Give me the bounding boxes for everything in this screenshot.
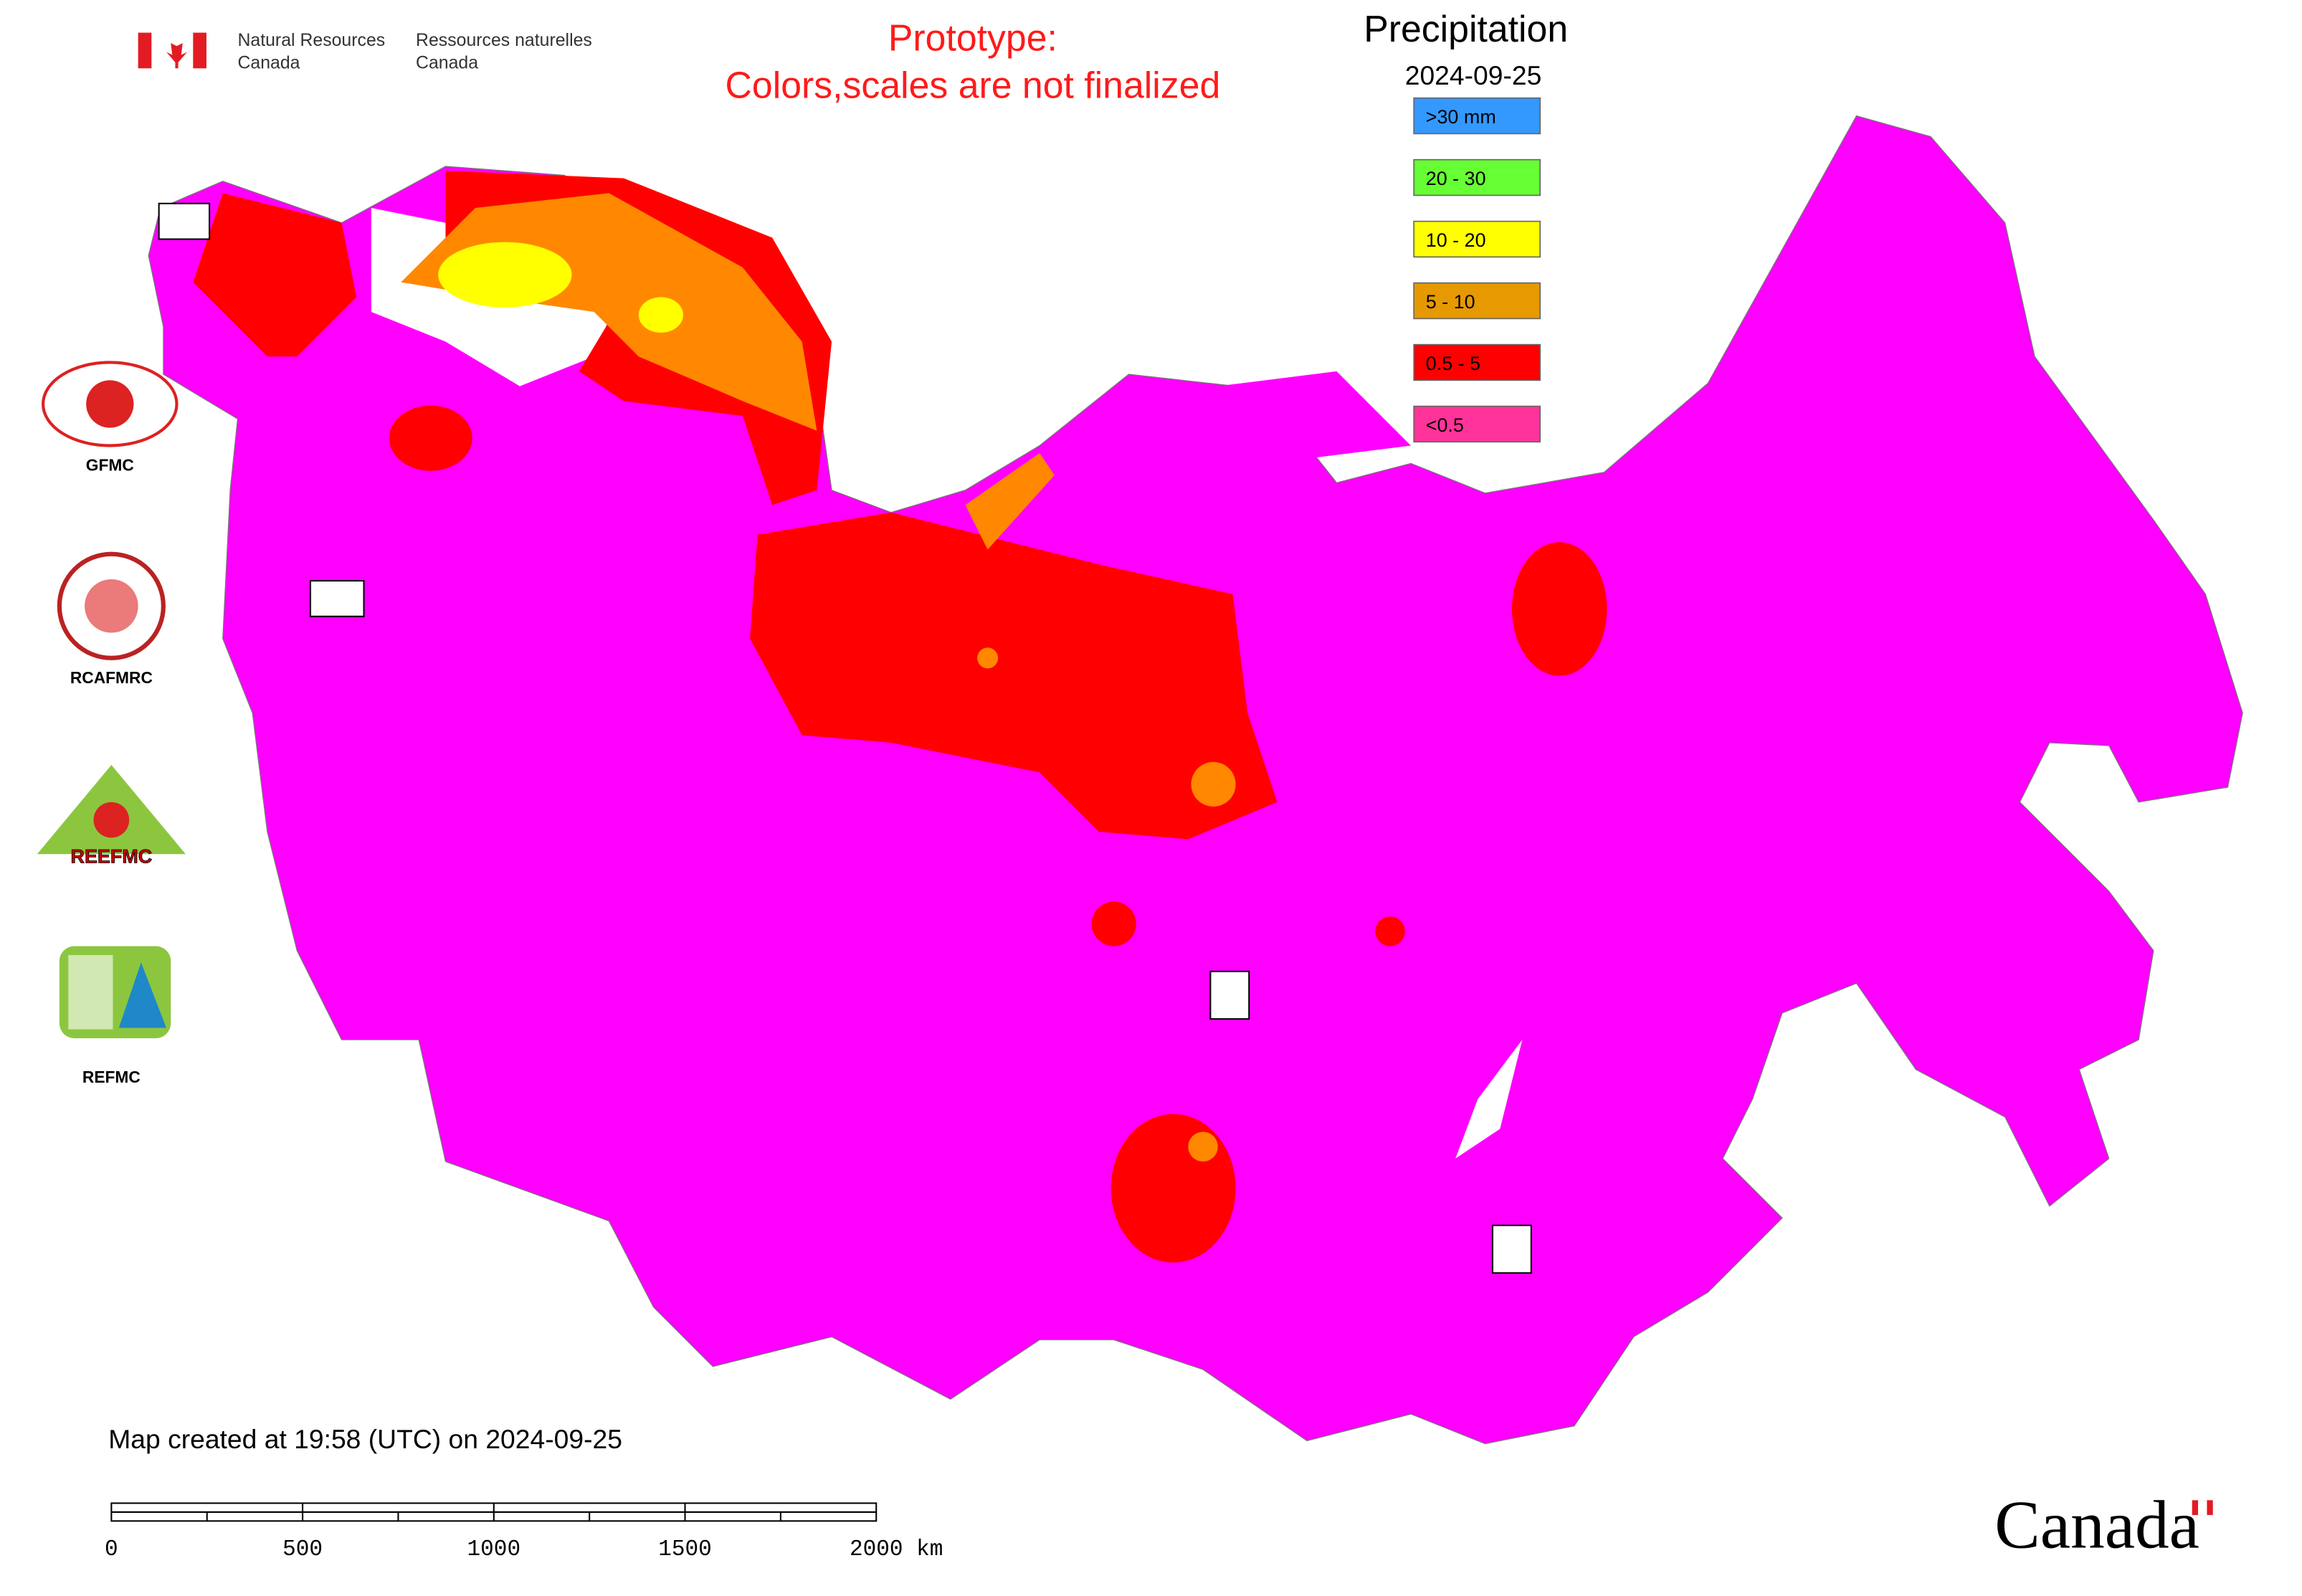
zone-orange	[1191, 761, 1236, 807]
flag-bar	[193, 32, 206, 69]
zone-orange	[965, 452, 1055, 550]
zone-yellow	[438, 242, 572, 308]
legend-swatch	[1413, 405, 1541, 443]
refmc-logo	[118, 962, 167, 1028]
map-date: 2024-09-25	[1405, 60, 1542, 90]
legend-label: >30 mm	[1426, 106, 1496, 128]
island	[1217, 371, 1412, 461]
scale-label: 2000 km	[850, 1537, 943, 1562]
map-logo	[158, 202, 211, 240]
refmc-logo	[68, 955, 113, 1030]
scale-bar: 0 500 1000 1500 2000 km	[105, 1502, 943, 1562]
zone-red	[1511, 542, 1607, 676]
legend-swatch	[1413, 343, 1541, 381]
island	[1752, 386, 1901, 490]
scale-label: 0	[105, 1537, 118, 1562]
zone-red	[1375, 916, 1405, 946]
scale-label: 500	[282, 1537, 323, 1562]
zone-red	[1110, 1113, 1236, 1263]
legend: >30 mm 20 - 30 10 - 20 5 - 10 0.5 - 5 <0.5	[1413, 97, 1541, 443]
precip-zones	[193, 171, 1607, 1263]
department-en: Natural Resources	[237, 31, 385, 50]
notice: Colors,scales are not finalized	[726, 65, 1221, 106]
legend-label: 0.5 - 5	[1426, 353, 1480, 374]
lake	[1455, 1040, 1523, 1159]
reefmc-logo	[93, 802, 130, 838]
zone-red	[750, 512, 1278, 840]
zone-yellow	[638, 297, 683, 333]
zone-red	[193, 193, 357, 357]
logo-label: REFMC	[82, 1068, 141, 1086]
department-fr: Canada	[416, 53, 478, 72]
flag-bar	[138, 32, 152, 69]
legend-swatch	[1413, 220, 1541, 258]
logo-label: GFMC	[86, 456, 134, 475]
map-logo	[1491, 1225, 1532, 1274]
partner-logos: GFMC RCAFMRC REEFMC REFMC	[37, 361, 186, 1086]
map-logo	[309, 579, 365, 617]
legend-label: <0.5	[1426, 414, 1464, 436]
zone-red	[1091, 901, 1136, 946]
nrcan-signature: Natural Resources Canada Ressources natu…	[138, 31, 592, 72]
canada-wordmark: Canada	[1994, 1487, 2199, 1563]
zone-red	[389, 405, 472, 471]
legend-label: 20 - 30	[1426, 168, 1486, 189]
maple-leaf	[166, 37, 188, 69]
notice: Prototype:	[888, 16, 1057, 58]
department-en: Canada	[237, 53, 300, 72]
logo-label: RCAFMRC	[70, 668, 153, 687]
legend-label: 5 - 10	[1426, 291, 1475, 313]
zone-orange	[977, 647, 999, 669]
logo-label: REEFMC	[71, 846, 153, 868]
wordmark-flag	[2197, 1500, 2207, 1516]
legend-swatch	[1413, 97, 1541, 135]
scale-label: 1500	[658, 1537, 712, 1562]
map-logo	[1209, 970, 1250, 1020]
scale-label: 1000	[467, 1537, 521, 1562]
legend-swatch	[1413, 158, 1541, 196]
zone-orange	[1188, 1131, 1218, 1162]
legend-label: 10 - 20	[1426, 229, 1486, 251]
gfmc-logo	[86, 380, 134, 428]
map-created: Map created at 19:58 (UTC) on 2024-09-25	[108, 1424, 622, 1454]
rcafmrc-logo	[85, 579, 138, 633]
department-fr: Ressources naturelles	[416, 31, 592, 50]
legend-swatch	[1413, 282, 1541, 320]
map-title: Precipitation	[1364, 8, 1568, 49]
